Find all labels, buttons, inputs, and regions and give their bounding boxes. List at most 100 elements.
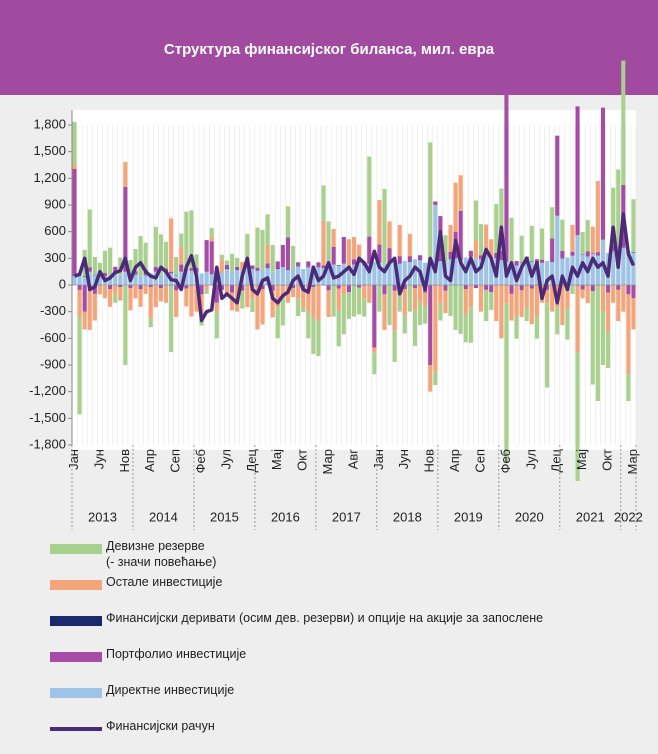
bar bbox=[525, 285, 529, 307]
legend-swatch bbox=[50, 580, 102, 590]
bar bbox=[210, 228, 214, 237]
bar bbox=[606, 293, 610, 333]
bar bbox=[550, 207, 554, 238]
bar bbox=[200, 273, 204, 285]
bar bbox=[149, 318, 153, 327]
bar bbox=[372, 285, 376, 347]
bar bbox=[139, 276, 143, 285]
bar bbox=[230, 254, 234, 272]
bar bbox=[509, 218, 513, 267]
bar bbox=[520, 290, 524, 317]
bar bbox=[332, 247, 336, 265]
y-tick-label: 300 bbox=[44, 250, 66, 265]
bar bbox=[108, 285, 112, 289]
y-tick-label: -300 bbox=[40, 303, 66, 318]
bar bbox=[337, 311, 341, 347]
x-tick-label: Јан bbox=[371, 449, 386, 470]
bar bbox=[179, 265, 183, 272]
bar bbox=[382, 285, 386, 294]
bar bbox=[83, 277, 87, 285]
bar bbox=[73, 165, 77, 169]
bar bbox=[469, 307, 473, 343]
bar bbox=[291, 246, 295, 268]
bar bbox=[306, 312, 310, 339]
bar bbox=[576, 285, 580, 352]
bar bbox=[388, 221, 392, 248]
bar bbox=[581, 232, 585, 254]
bar bbox=[413, 288, 417, 310]
bar bbox=[377, 200, 381, 244]
x-tick-label: Феб bbox=[193, 449, 208, 473]
x-tick-label: Јул bbox=[523, 449, 538, 469]
bar bbox=[479, 224, 483, 255]
bar bbox=[596, 285, 600, 401]
bar bbox=[296, 262, 300, 266]
bar bbox=[215, 303, 219, 312]
bar bbox=[220, 259, 224, 272]
bar bbox=[382, 294, 386, 330]
bar bbox=[118, 285, 122, 287]
bar bbox=[474, 241, 478, 259]
x-tick-label: Јун bbox=[396, 449, 411, 469]
bar bbox=[342, 285, 346, 294]
bar bbox=[428, 285, 432, 365]
bar bbox=[443, 285, 447, 290]
x-tick-label: Апр bbox=[447, 449, 462, 472]
bar bbox=[393, 291, 397, 331]
bar bbox=[164, 242, 168, 269]
bar bbox=[301, 308, 305, 312]
x-tick-label: Дец bbox=[244, 448, 259, 472]
bar bbox=[286, 206, 290, 237]
x-tick-label: Јул bbox=[218, 449, 233, 469]
bar bbox=[621, 61, 625, 185]
bar bbox=[255, 228, 259, 268]
bar bbox=[78, 285, 82, 289]
x-tick-label: Авг bbox=[345, 449, 360, 470]
bar bbox=[621, 285, 625, 312]
bar bbox=[586, 251, 590, 256]
bar bbox=[459, 285, 463, 334]
bar bbox=[591, 227, 595, 254]
bar bbox=[230, 285, 234, 292]
bar bbox=[631, 199, 635, 252]
bar bbox=[311, 318, 315, 354]
year-label: 2020 bbox=[515, 509, 544, 524]
bar bbox=[540, 229, 544, 260]
bar bbox=[449, 285, 453, 316]
bar bbox=[489, 292, 493, 310]
bar bbox=[423, 306, 427, 324]
bar bbox=[560, 220, 564, 251]
bar bbox=[179, 247, 183, 265]
bar bbox=[631, 285, 635, 298]
bar bbox=[266, 214, 270, 245]
bar bbox=[438, 261, 442, 285]
bar bbox=[144, 285, 148, 294]
bar bbox=[611, 285, 615, 303]
bar bbox=[327, 290, 331, 317]
y-tick-label: 600 bbox=[44, 223, 66, 238]
bar bbox=[565, 309, 569, 340]
bar bbox=[118, 275, 122, 285]
legend-swatch bbox=[50, 688, 102, 698]
legend-swatch bbox=[50, 727, 102, 731]
bar bbox=[250, 265, 254, 269]
bar bbox=[509, 285, 513, 294]
bar bbox=[616, 285, 620, 289]
bar bbox=[327, 221, 331, 265]
bar bbox=[464, 289, 468, 316]
bar bbox=[403, 289, 407, 316]
legend-item: Финансијски рачун bbox=[50, 718, 650, 754]
bar bbox=[189, 271, 193, 285]
bar bbox=[332, 285, 336, 316]
x-tick-label: Мар bbox=[625, 449, 640, 474]
bar bbox=[255, 271, 259, 285]
bar bbox=[484, 285, 488, 289]
bar bbox=[586, 220, 590, 251]
x-tick-label: Дец bbox=[549, 448, 564, 472]
bar bbox=[606, 285, 610, 292]
x-tick-label: Јун bbox=[91, 449, 106, 469]
y-tick-label: 1,800 bbox=[33, 116, 66, 131]
y-tick-label: -900 bbox=[40, 356, 66, 371]
bar bbox=[332, 229, 336, 247]
bar bbox=[438, 285, 442, 303]
